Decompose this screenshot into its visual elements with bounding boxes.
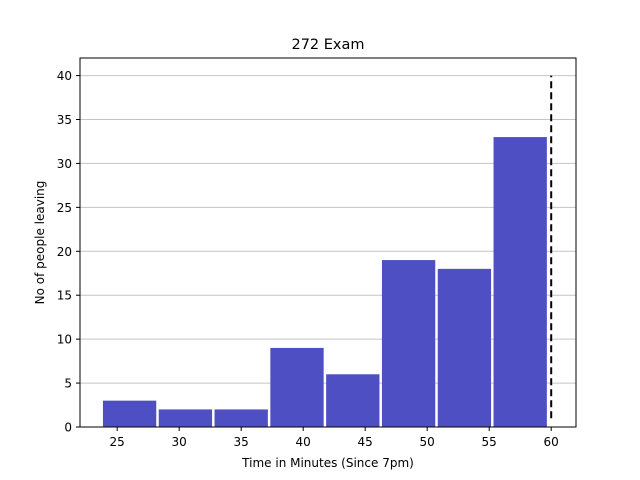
x-tick-label: 60 xyxy=(544,435,559,449)
bar xyxy=(158,409,213,427)
y-axis-label: No of people leaving xyxy=(33,181,47,305)
y-tick-label: 40 xyxy=(57,69,72,83)
y-tick-label: 15 xyxy=(57,289,72,303)
y-axis-ticks: 0 5 10 15 20 25 30 35 40 xyxy=(57,69,80,435)
x-tick-label: 25 xyxy=(110,435,125,449)
y-tick-label: 25 xyxy=(57,201,72,215)
bar xyxy=(437,268,492,427)
x-tick-label: 45 xyxy=(358,435,373,449)
y-tick-label: 10 xyxy=(57,333,72,347)
x-axis-ticks: 25 30 35 40 45 50 55 60 xyxy=(110,427,559,449)
y-tick-label: 5 xyxy=(64,377,72,391)
x-tick-label: 50 xyxy=(420,435,435,449)
y-tick-label: 30 xyxy=(57,157,72,171)
bars xyxy=(102,137,547,428)
x-tick-label: 40 xyxy=(296,435,311,449)
grid-lines xyxy=(80,75,576,428)
bar xyxy=(270,347,324,427)
bar xyxy=(381,260,436,427)
bar xyxy=(493,137,547,428)
x-axis-label: Time in Minutes (Since 7pm) xyxy=(241,456,414,470)
bar xyxy=(326,374,380,427)
y-tick-label: 20 xyxy=(57,245,72,259)
x-tick-label: 55 xyxy=(482,435,497,449)
y-tick-label: 35 xyxy=(57,113,72,127)
x-tick-label: 35 xyxy=(234,435,249,449)
plot-frame xyxy=(79,57,577,428)
y-tick-label: 0 xyxy=(64,421,72,435)
bar xyxy=(214,409,268,427)
x-tick-label: 30 xyxy=(172,435,187,449)
chart-title: 272 Exam xyxy=(291,37,364,53)
bar xyxy=(102,400,157,427)
